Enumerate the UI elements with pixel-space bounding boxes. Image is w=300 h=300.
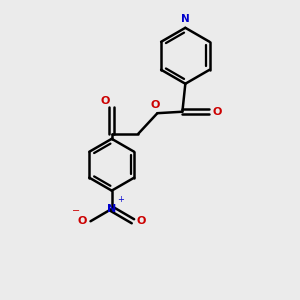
Text: N: N <box>107 204 116 214</box>
Text: O: O <box>150 100 160 110</box>
Text: N: N <box>181 14 190 24</box>
Text: O: O <box>212 107 222 117</box>
Text: +: + <box>117 195 124 204</box>
Text: O: O <box>100 96 110 106</box>
Text: −: − <box>72 206 80 216</box>
Text: O: O <box>137 216 146 226</box>
Text: O: O <box>77 216 87 226</box>
